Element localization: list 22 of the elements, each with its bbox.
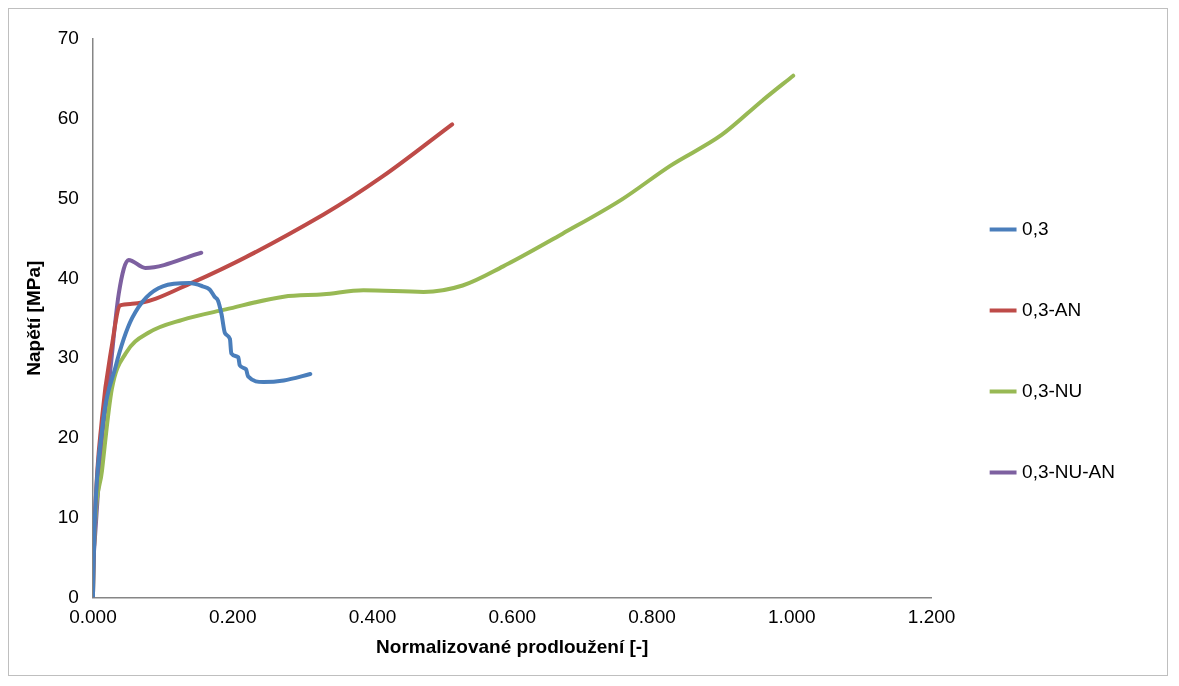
legend-label: 0,3 <box>1022 217 1049 239</box>
legend-label: 0,3-NU-AN <box>1022 460 1115 482</box>
x-tick-label: 0.800 <box>628 606 676 628</box>
y-tick-label: 0 <box>68 585 79 607</box>
y-tick-label: 50 <box>57 186 79 208</box>
y-tick-label: 60 <box>57 107 79 129</box>
x-axis-title: Normalizované prodloužení [-] <box>376 635 649 657</box>
legend-label: 0,3-NU <box>1022 379 1083 401</box>
y-tick-label: 10 <box>57 505 79 527</box>
x-tick-label: 0.400 <box>348 606 397 628</box>
x-tick-label: 0.600 <box>488 606 537 628</box>
legend-label: 0,3-AN <box>1022 298 1082 320</box>
y-axis-title: Napětí [MPa] <box>22 260 44 376</box>
line-series <box>92 281 313 598</box>
x-tick-label: 0.000 <box>69 606 117 628</box>
x-tick-label: 0.200 <box>208 606 257 628</box>
y-tick-label: 20 <box>57 426 79 448</box>
x-tick-label: 1.200 <box>907 606 956 628</box>
y-tick-label: 30 <box>57 346 79 368</box>
y-tick-label: 70 <box>57 27 79 49</box>
y-tick-label: 40 <box>57 266 79 288</box>
x-tick-label: 1.000 <box>768 606 816 628</box>
